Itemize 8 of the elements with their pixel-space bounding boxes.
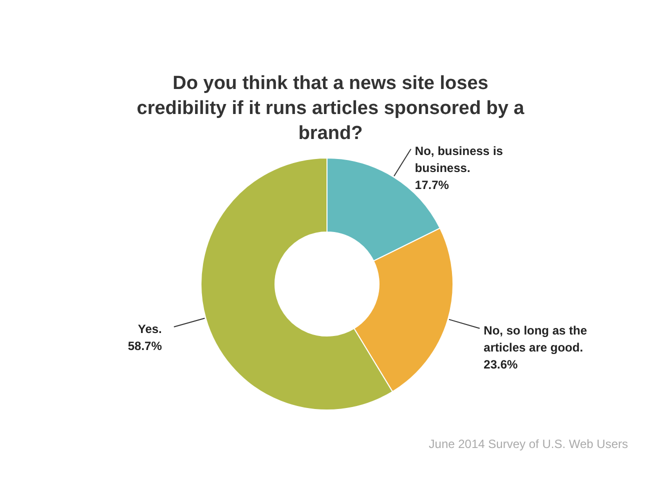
data-label: 17.7% xyxy=(414,178,450,192)
slice-label: Yes. xyxy=(138,322,162,336)
slice-label: No, so long as the articles are good. xyxy=(484,323,588,354)
slice-label: No, business is business. xyxy=(414,144,504,175)
chart-title: Do you think that a news site loses credibility if it runs articles sponsored by a brand? xyxy=(136,72,525,144)
data-label: 58.7% xyxy=(128,338,162,353)
data-label: 23.6% xyxy=(484,357,518,372)
text: June 2014 Survey of U.S. Web Users xyxy=(428,437,628,451)
